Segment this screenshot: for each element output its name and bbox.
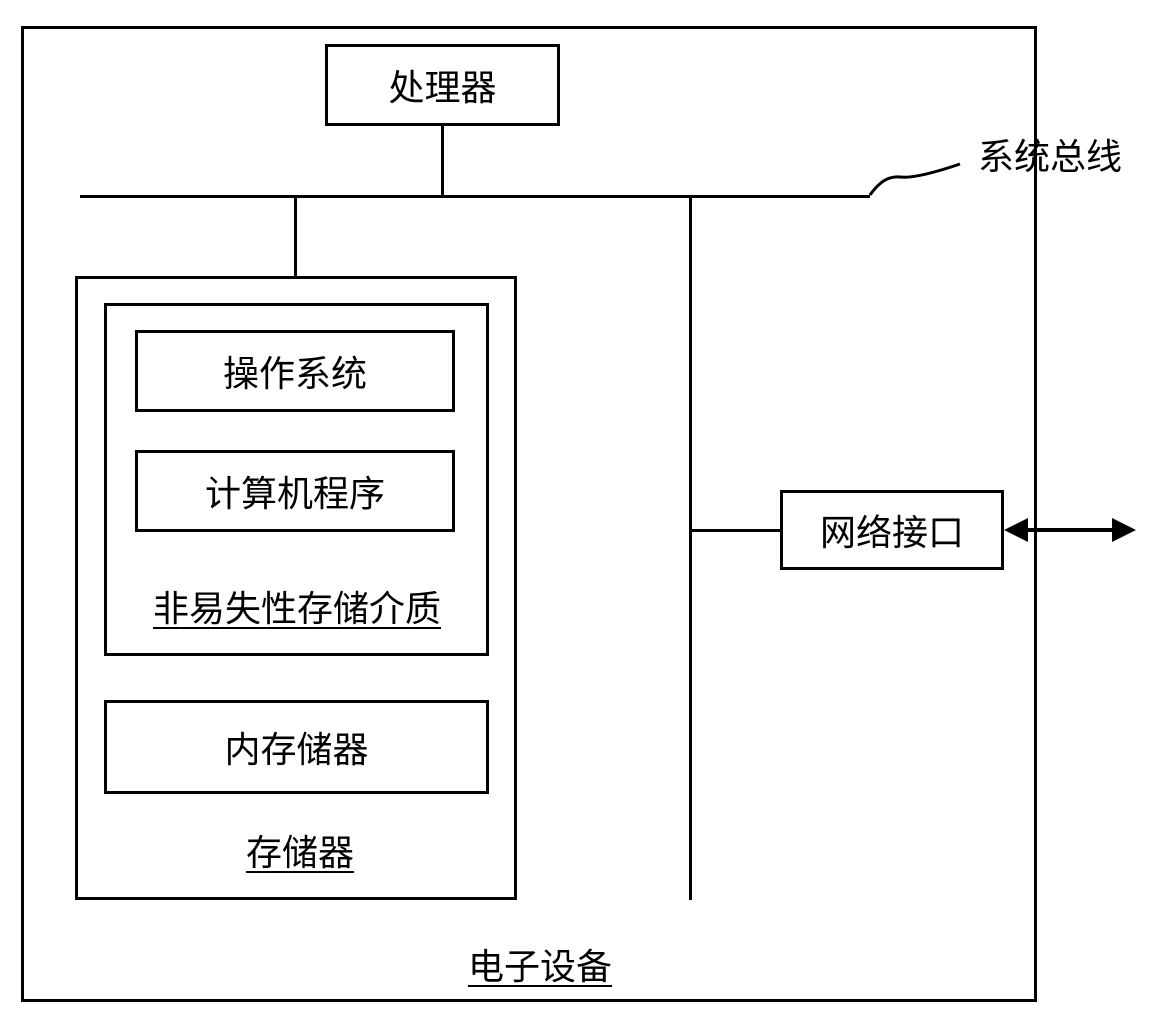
label-device: 电子设备 — [460, 938, 620, 990]
box-network-interface: 网络接口 — [780, 490, 1004, 570]
label-nv-storage: 非易失性存储介质 — [152, 580, 442, 632]
label-os: 操作系统 — [223, 345, 367, 397]
box-os: 操作系统 — [135, 330, 455, 412]
diagram-canvas: 处理器 操作系统 计算机程序 非易失性存储介质 内存储器 存储器 网络接口 电子… — [0, 0, 1151, 1018]
label-memory: 存储器 — [240, 824, 360, 876]
box-internal-memory: 内存储器 — [104, 700, 489, 794]
bus-main-line — [80, 195, 870, 198]
label-network-interface: 网络接口 — [820, 504, 964, 556]
bus-memory-drop — [294, 195, 297, 276]
label-program: 计算机程序 — [205, 465, 385, 517]
box-program: 计算机程序 — [135, 450, 455, 532]
bus-net-branch — [689, 529, 783, 532]
label-system-bus: 系统总线 — [978, 128, 1122, 180]
box-processor: 处理器 — [325, 44, 560, 126]
label-processor: 处理器 — [388, 59, 496, 111]
bus-right-drop — [689, 195, 692, 900]
bus-processor-drop — [441, 126, 444, 198]
label-internal-memory: 内存储器 — [224, 721, 368, 773]
